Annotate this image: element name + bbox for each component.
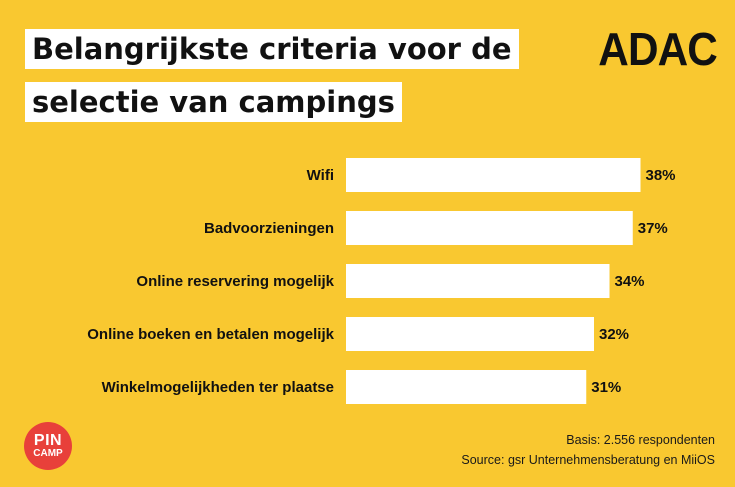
value-label-4: 32%: [599, 326, 629, 343]
category-label-4: Online boeken en betalen mogelijk: [87, 326, 334, 343]
pincamp-logo: PIN CAMP: [24, 422, 72, 470]
bar-2: [346, 211, 633, 245]
source-note: Source: gsr Unternehmensberatung en MiiO…: [461, 453, 715, 467]
pincamp-logo-line-2: CAMP: [33, 448, 63, 459]
basis-note: Basis: 2.556 respondenten: [566, 433, 715, 447]
category-label-2: Badvoorzieningen: [204, 220, 334, 237]
bar-1: [346, 158, 641, 192]
bar-4: [346, 317, 594, 351]
category-label-1: Wifi: [307, 167, 334, 184]
value-label-3: 34%: [615, 273, 645, 290]
value-label-1: 38%: [646, 167, 676, 184]
value-label-5: 31%: [591, 379, 621, 396]
bar-5: [346, 370, 587, 404]
value-label-2: 37%: [638, 220, 668, 237]
chart-title-line-2: selectie van campings: [25, 82, 402, 122]
chart-title-line-1: Belangrijkste criteria voor de: [25, 29, 519, 69]
category-label-5: Winkelmogelijkheden ter plaatse: [102, 379, 334, 396]
adac-logo: ADAC: [598, 23, 717, 75]
pincamp-logo-line-1: PIN: [33, 432, 63, 449]
category-label-3: Online reservering mogelijk: [136, 273, 334, 290]
bar-3: [346, 264, 610, 298]
